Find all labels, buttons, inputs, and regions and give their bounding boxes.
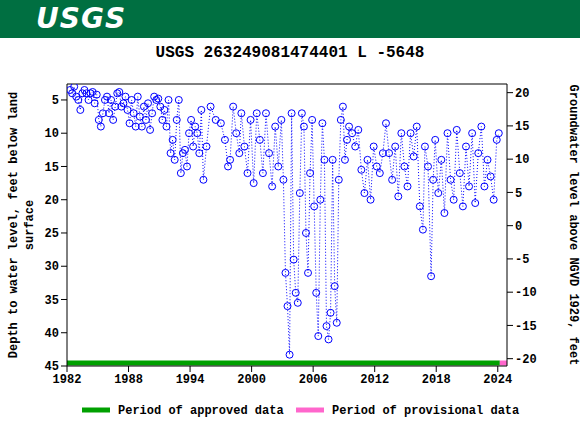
- svg-text:Period of approved data: Period of approved data: [118, 404, 284, 418]
- svg-text:1982: 1982: [53, 373, 82, 387]
- svg-text:surface: surface: [23, 200, 37, 250]
- svg-text:-10: -10: [515, 286, 537, 300]
- svg-text:2000: 2000: [237, 373, 266, 387]
- svg-text:30: 30: [45, 260, 59, 274]
- svg-text:5: 5: [52, 94, 59, 108]
- svg-text:10: 10: [515, 153, 529, 167]
- svg-text:45: 45: [45, 360, 59, 374]
- svg-text:25: 25: [45, 227, 59, 241]
- svg-text:15: 15: [45, 161, 59, 175]
- svg-text:Period of provisional data: Period of provisional data: [332, 404, 519, 418]
- svg-text:-20: -20: [515, 353, 537, 367]
- svg-text:0: 0: [515, 220, 522, 234]
- svg-text:15: 15: [515, 120, 529, 134]
- svg-text:5: 5: [515, 187, 522, 201]
- svg-text:-5: -5: [515, 253, 529, 267]
- svg-text:2012: 2012: [360, 373, 389, 387]
- svg-text:20: 20: [515, 87, 529, 101]
- svg-text:1994: 1994: [176, 373, 205, 387]
- svg-text:10: 10: [45, 127, 59, 141]
- svg-text:2006: 2006: [299, 373, 328, 387]
- svg-text:Depth to water level, feet bel: Depth to water level, feet below land: [8, 92, 21, 358]
- svg-text:40: 40: [45, 327, 59, 341]
- svg-text:2018: 2018: [422, 373, 451, 387]
- svg-text:35: 35: [45, 294, 59, 308]
- svg-text:Groundwater level above NGVD 1: Groundwater level above NGVD 1929, feet: [566, 85, 572, 366]
- svg-text:-15: -15: [515, 320, 537, 334]
- svg-text:1988: 1988: [114, 373, 143, 387]
- html-text:USGS 263249081474401 L -5648: USGS 263249081474401 L -5648: [155, 44, 425, 62]
- svg-text:2024: 2024: [483, 373, 512, 387]
- svg-text:20: 20: [45, 194, 59, 208]
- html-text:USGS: USGS: [36, 2, 127, 35]
